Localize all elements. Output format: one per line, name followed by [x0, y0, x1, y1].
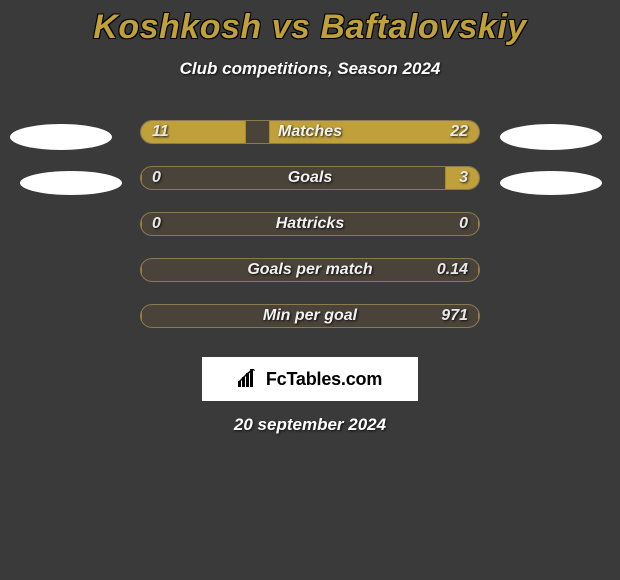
bar-left	[141, 259, 142, 281]
stat-left-value: 11	[152, 120, 169, 144]
stat-right-value: 3	[459, 166, 468, 190]
stats-container: 11 22 Matches 0 3 Goals 0 0 Hattricks 0.…	[0, 113, 620, 343]
bar-chart-icon	[238, 369, 260, 389]
stat-row: 971 Min per goal	[0, 297, 620, 343]
bar-left	[141, 305, 142, 327]
logo-text: FcTables.com	[266, 369, 382, 390]
bar-track	[140, 120, 480, 144]
date-text: 20 september 2024	[0, 415, 620, 435]
stat-right-value: 22	[450, 120, 468, 144]
stat-right-value: 971	[441, 304, 468, 328]
bar-track	[140, 212, 480, 236]
stat-row: 0 3 Goals	[0, 159, 620, 205]
bar-left	[141, 167, 142, 189]
bar-right	[478, 305, 479, 327]
stat-row: 0 0 Hattricks	[0, 205, 620, 251]
page-title: Koshkosh vs Baftalovskiy	[0, 0, 620, 47]
stat-left-value: 0	[152, 166, 161, 190]
bar-right	[269, 121, 479, 143]
stat-right-value: 0.14	[437, 258, 468, 282]
bar-track	[140, 166, 480, 190]
bar-left	[141, 213, 142, 235]
bar-track	[140, 304, 480, 328]
logo-box: FcTables.com	[202, 357, 418, 401]
bar-right	[478, 213, 479, 235]
subtitle: Club competitions, Season 2024	[0, 59, 620, 79]
stat-row: 0.14 Goals per match	[0, 251, 620, 297]
stat-row: 11 22 Matches	[0, 113, 620, 159]
stat-left-value: 0	[152, 212, 161, 236]
bar-right	[478, 259, 479, 281]
bar-track	[140, 258, 480, 282]
stat-right-value: 0	[459, 212, 468, 236]
